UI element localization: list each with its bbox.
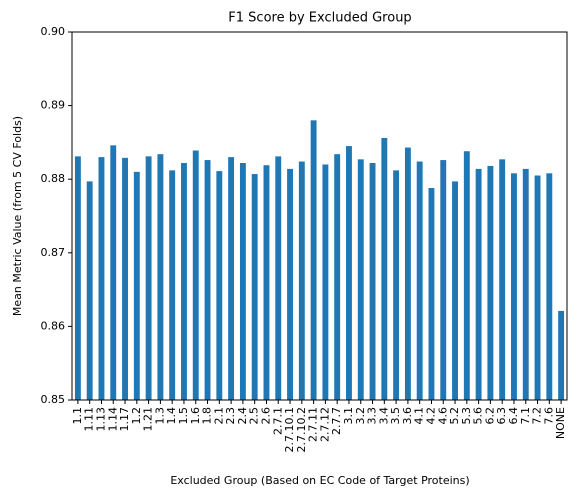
x-tick-label: NONE	[554, 407, 567, 439]
x-tick-label: 5.3	[460, 407, 473, 425]
x-tick-label: 1.21	[142, 407, 155, 432]
x-tick-label: 3.3	[366, 407, 379, 425]
x-tick-label: 2.7.12	[318, 407, 331, 442]
x-tick-label: 2.7.1	[271, 407, 284, 435]
x-tick-label: 5.2	[448, 407, 461, 425]
bar	[275, 156, 282, 400]
bar	[452, 181, 458, 400]
x-tick-label: 1.8	[201, 407, 214, 425]
x-tick-label: 2.7.11	[307, 407, 320, 442]
x-tick-label: 3.4	[377, 407, 390, 425]
x-tick-label: 1.3	[153, 407, 166, 425]
bar	[263, 165, 270, 400]
bar	[298, 161, 305, 400]
x-tick-label: 1.5	[177, 407, 190, 425]
bar	[558, 310, 565, 400]
x-axis-label: Excluded Group (Based on EC Code of Targ…	[170, 474, 469, 487]
bar	[440, 160, 447, 400]
bar	[369, 163, 376, 400]
y-tick-label: 0.85	[41, 393, 66, 406]
bar	[251, 174, 258, 400]
x-tick-label: 1.4	[165, 407, 178, 425]
bar	[511, 173, 517, 400]
x-tick-label: 1.1	[71, 407, 84, 425]
y-tick-label: 0.90	[41, 25, 66, 38]
x-tick-label: 6.4	[507, 407, 520, 425]
bar	[404, 147, 411, 400]
bar	[522, 168, 529, 400]
bar	[157, 154, 164, 400]
x-tick-label: 7.2	[531, 407, 544, 425]
x-tick-label: 5.6	[472, 407, 485, 425]
bar	[534, 175, 541, 400]
x-tick-label: 6.2	[483, 407, 496, 425]
x-tick-label: 7.1	[519, 407, 532, 425]
x-tick-label: 2.3	[224, 407, 237, 425]
bar	[463, 151, 470, 400]
x-tick-label: 2.4	[236, 407, 249, 425]
bar	[145, 156, 152, 400]
bar	[487, 165, 494, 400]
bar	[334, 154, 341, 400]
x-tick-label: 7.6	[542, 407, 555, 425]
bar	[133, 171, 140, 400]
x-tick-label: 1.13	[94, 407, 107, 432]
x-tick-label: 3.5	[389, 407, 402, 425]
bar	[86, 181, 93, 400]
bar	[475, 168, 482, 400]
x-tick-label: 1.17	[118, 407, 131, 432]
bar	[239, 163, 246, 400]
x-tick-label: 4.1	[413, 407, 426, 425]
x-tick-label: 4.2	[424, 407, 437, 425]
bar	[110, 145, 117, 400]
bar	[216, 171, 223, 400]
bar	[428, 188, 435, 400]
x-tick-label: 1.6	[189, 407, 202, 425]
x-tick-label: 1.2	[130, 407, 143, 425]
bar	[346, 146, 352, 400]
bar	[74, 156, 81, 400]
bar	[228, 157, 235, 400]
x-tick-label: 2.7.10.1	[283, 407, 296, 452]
bar	[169, 170, 176, 400]
y-tick-label: 0.89	[41, 99, 66, 112]
bar	[381, 137, 388, 400]
chart-title: F1 Score by Excluded Group	[228, 11, 411, 26]
bar	[357, 159, 364, 400]
bar	[204, 160, 211, 400]
bar	[287, 168, 293, 400]
bar	[416, 161, 423, 400]
x-tick-label: 2.5	[248, 407, 261, 425]
bar	[192, 150, 199, 400]
x-tick-label: 3.2	[354, 407, 367, 425]
x-tick-label: 2.7.7	[330, 407, 343, 435]
x-tick-label: 2.6	[259, 407, 272, 425]
bar	[393, 170, 400, 400]
plot-frame	[71, 31, 568, 401]
x-tick-label: 2.1	[212, 407, 225, 425]
y-axis-label: Mean Metric Value (from 5 CV Folds)	[11, 116, 24, 316]
y-tick-label: 0.86	[41, 319, 66, 332]
x-tick-label: 1.14	[106, 407, 119, 432]
bar	[546, 173, 553, 400]
bar	[322, 164, 329, 400]
x-tick-label: 4.6	[436, 407, 449, 425]
x-tick-label: 6.3	[495, 407, 508, 425]
bar	[310, 120, 317, 400]
x-tick-label: 1.11	[83, 407, 96, 432]
bar	[181, 163, 187, 400]
y-tick-label: 0.88	[41, 172, 66, 185]
y-tick-label: 0.87	[41, 246, 66, 259]
bar	[98, 157, 105, 400]
x-tick-label: 3.1	[342, 407, 355, 425]
bar	[122, 157, 128, 400]
x-tick-label: 3.6	[401, 407, 414, 425]
x-tick-label: 2.7.10.2	[295, 407, 308, 452]
bar	[499, 159, 506, 400]
